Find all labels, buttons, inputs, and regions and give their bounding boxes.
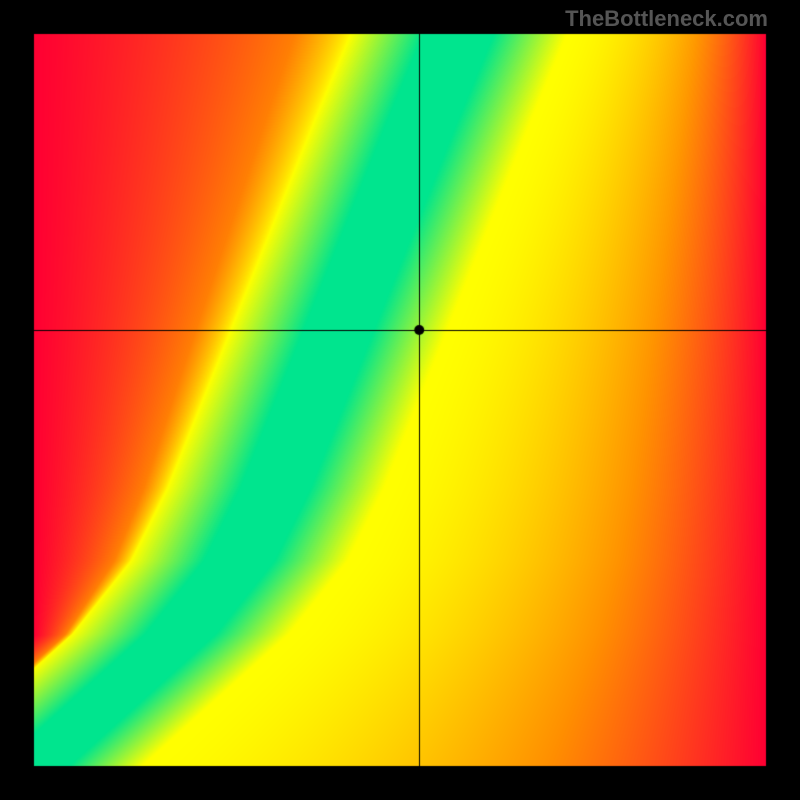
heatmap-canvas	[0, 0, 800, 800]
chart-container: TheBottleneck.com	[0, 0, 800, 800]
watermark-text: TheBottleneck.com	[565, 6, 768, 32]
